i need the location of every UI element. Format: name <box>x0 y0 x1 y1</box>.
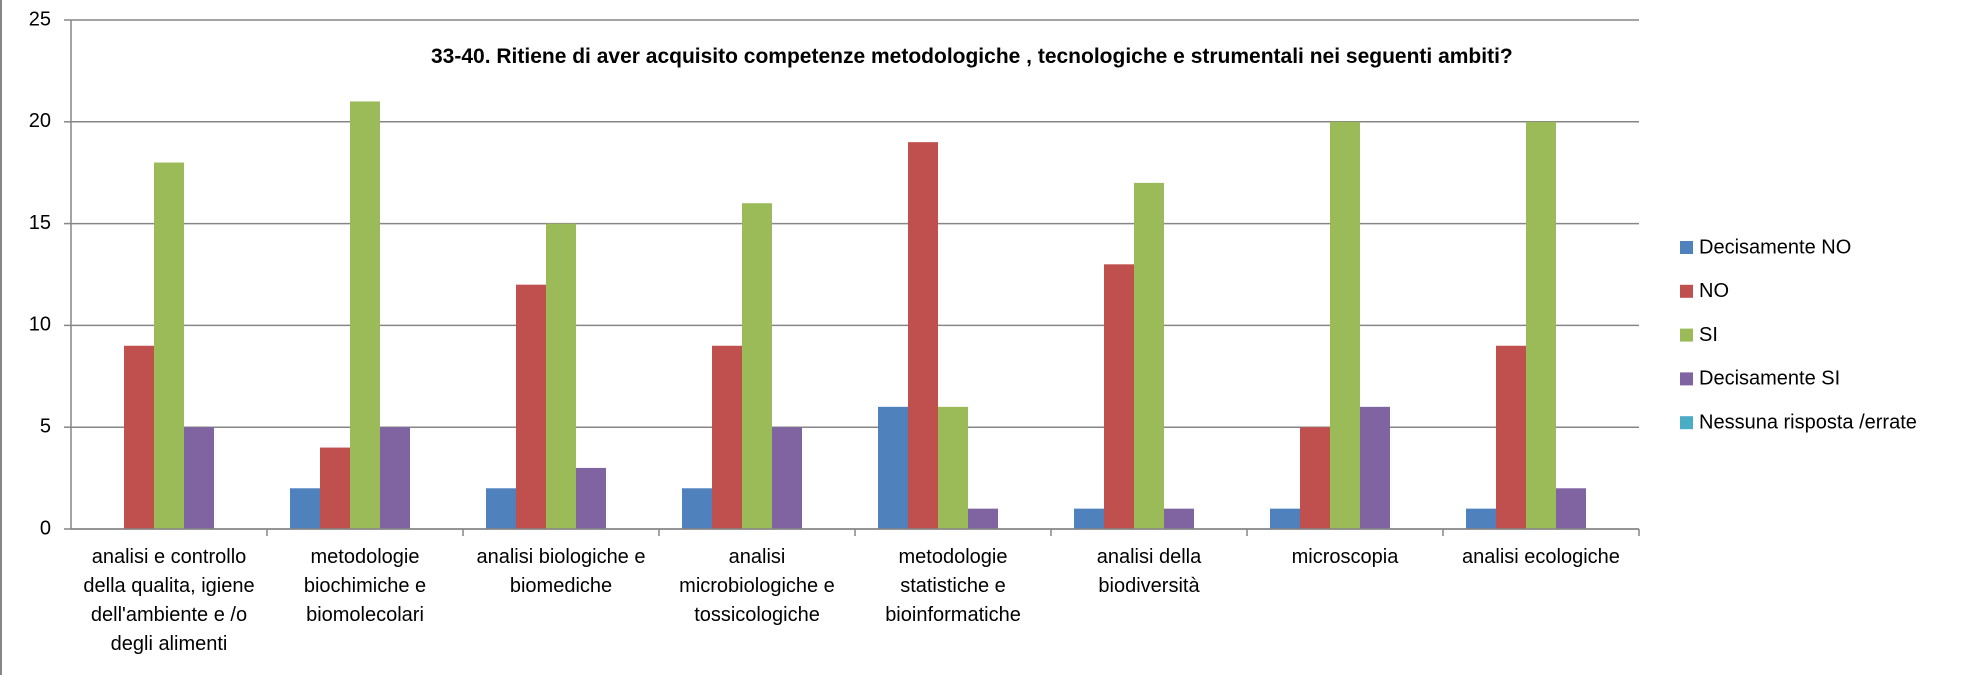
y-tick-label: 0 <box>40 517 51 539</box>
legend-swatch <box>1680 241 1693 254</box>
y-tick-label: 10 <box>29 314 51 336</box>
bar <box>878 406 908 529</box>
x-tick-label: analisi microbiologiche e tossicologiche <box>679 546 835 626</box>
y-tick-label: 5 <box>40 415 51 437</box>
x-tick-label: metodologie biochimiche e biomolecolari <box>303 546 427 626</box>
bar <box>380 427 410 529</box>
legend-swatch <box>1680 328 1693 342</box>
bar <box>1074 508 1104 529</box>
x-tick-label: microscopia <box>1291 546 1399 568</box>
bar <box>682 488 712 529</box>
x-tick-label: analisi biologiche e biomediche <box>476 546 646 597</box>
legend-label: NO <box>1699 280 1729 302</box>
bar <box>938 406 968 529</box>
bar <box>1164 508 1194 529</box>
bar <box>516 284 546 529</box>
bar <box>124 345 154 529</box>
bar <box>1270 508 1300 529</box>
bar <box>1104 264 1134 529</box>
bar <box>1330 121 1360 530</box>
legend-swatch <box>1680 284 1693 298</box>
bar <box>546 223 576 529</box>
bar <box>290 488 320 529</box>
bar <box>1556 488 1586 529</box>
x-tick-label: analisi della biodiversità <box>1096 546 1202 597</box>
x-tick-label: analisi ecologiche <box>1462 546 1620 568</box>
bar <box>712 345 742 529</box>
legend-label: SI <box>1699 324 1718 346</box>
y-tick-label: 25 <box>29 8 51 30</box>
legend-label: Decisamente SI <box>1699 368 1840 390</box>
bar <box>1360 406 1390 529</box>
y-tick-label: 20 <box>29 110 51 132</box>
bar <box>908 142 938 529</box>
bar <box>968 508 998 529</box>
bar <box>576 467 606 529</box>
bar <box>1300 427 1330 529</box>
bar <box>1134 182 1164 529</box>
x-tick-label: analisi e controllo della qualita, igien… <box>83 546 255 655</box>
legend-label: Nessuna risposta /errate <box>1699 411 1917 433</box>
bar <box>350 101 380 529</box>
bar <box>154 162 184 529</box>
legend-label: Decisamente NO <box>1699 236 1851 258</box>
bar <box>486 488 516 529</box>
bar <box>1526 121 1556 530</box>
y-tick-label: 15 <box>29 212 51 234</box>
chart-title: 33-40. Ritiene di aver acquisito compete… <box>431 45 1513 68</box>
bar <box>1466 508 1496 529</box>
bar <box>1496 345 1526 529</box>
bar <box>184 427 214 529</box>
bar <box>772 427 802 529</box>
bar <box>320 447 350 529</box>
bar <box>742 203 772 530</box>
legend-swatch <box>1680 416 1693 430</box>
x-tick-label: metodologie statistiche e bioinformatich… <box>885 546 1021 626</box>
legend-swatch <box>1680 372 1693 386</box>
